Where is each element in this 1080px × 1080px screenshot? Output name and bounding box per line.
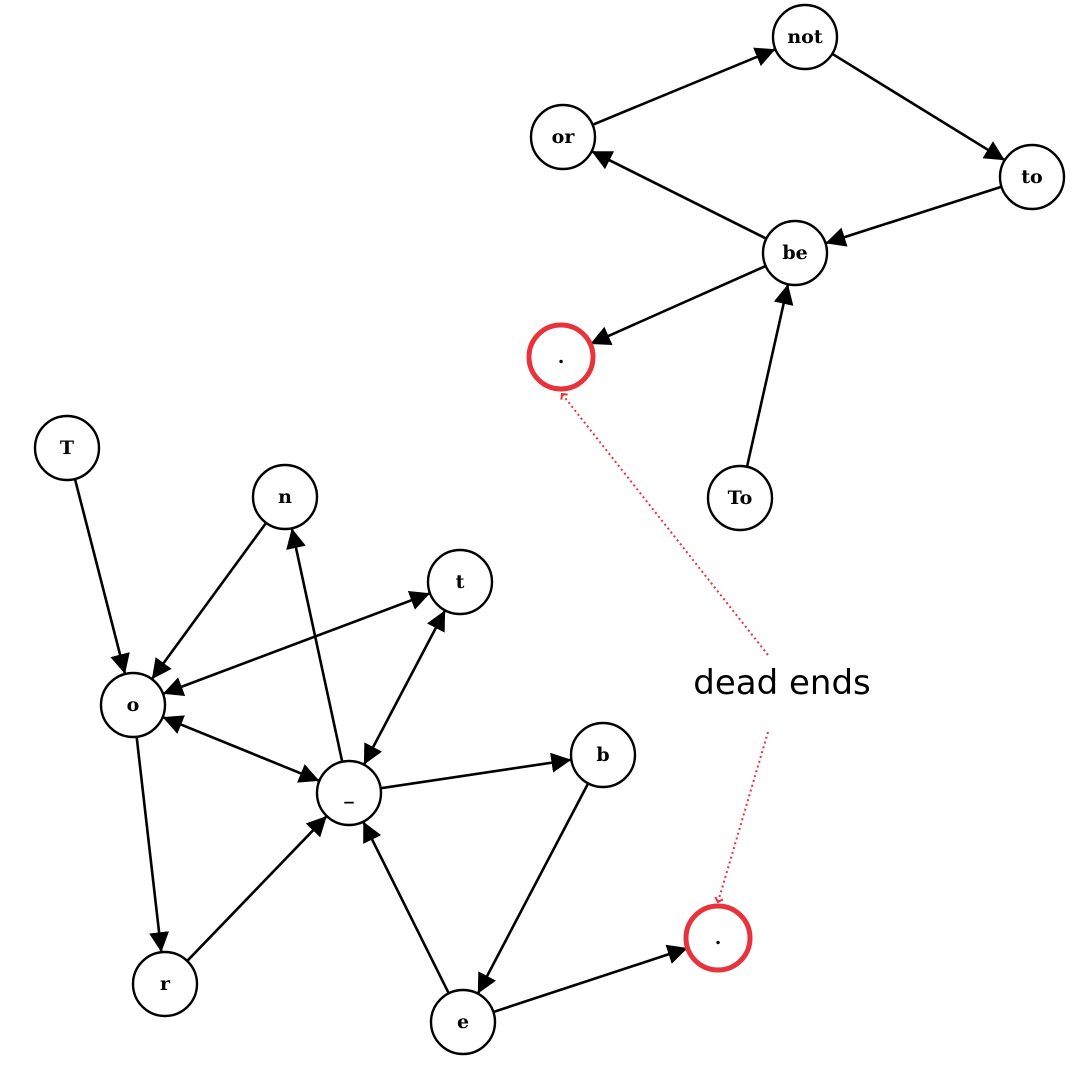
char-node-circle bbox=[251, 463, 319, 531]
char-edge-n-o bbox=[150, 522, 268, 680]
char-edge-sp-b bbox=[380, 752, 572, 790]
char-node-label: T bbox=[60, 437, 74, 459]
char-edge-t-sp bbox=[362, 609, 447, 766]
char-node-n: n bbox=[251, 463, 319, 531]
char-node-circle bbox=[429, 988, 497, 1056]
annotation-line-up bbox=[560, 392, 769, 656]
dead-ends-annotation: dead ends bbox=[560, 392, 871, 904]
word-edge-To-be bbox=[745, 283, 794, 468]
char-node-label: . bbox=[715, 927, 722, 949]
char-node-dot2: . bbox=[683, 903, 753, 973]
word-node-label: or bbox=[552, 126, 576, 148]
char-edge-sp-n bbox=[286, 528, 344, 762]
word-edge-to-be bbox=[825, 185, 1002, 247]
char-node-t: t bbox=[426, 548, 494, 616]
char-edge-T-o bbox=[73, 478, 130, 675]
char-node-label: _ bbox=[344, 782, 354, 804]
word-node-dot: . bbox=[526, 322, 596, 392]
word-node-circle bbox=[771, 3, 839, 71]
word-node-circle bbox=[529, 103, 597, 171]
word-node-to: to bbox=[998, 143, 1066, 211]
word-edge-be-dot bbox=[589, 264, 767, 346]
char-edge-b-e bbox=[476, 782, 590, 995]
char-node-label: o bbox=[127, 694, 140, 716]
word-node-label: to bbox=[1021, 166, 1042, 188]
word-node-label: To bbox=[728, 487, 753, 509]
word-node-circle bbox=[526, 322, 596, 392]
char-node-label: b bbox=[596, 744, 609, 766]
word-node-circle bbox=[706, 464, 774, 532]
char-node-T: T bbox=[33, 414, 101, 482]
char-edge-e-sp bbox=[362, 821, 450, 994]
word-node-circle bbox=[998, 143, 1066, 211]
word-node-circle bbox=[761, 219, 829, 287]
word-edge-or-not bbox=[592, 47, 776, 126]
char-node-circle bbox=[426, 548, 494, 616]
char-node-circle bbox=[99, 671, 167, 739]
char-node-r: r bbox=[131, 950, 199, 1018]
char-node-label: e bbox=[457, 1011, 469, 1033]
char-node-circle bbox=[683, 903, 753, 973]
char-node-label: r bbox=[160, 973, 171, 995]
char-edge-o-sp bbox=[162, 715, 320, 783]
char-node-label: t bbox=[456, 571, 465, 593]
annotation-label: dead ends bbox=[693, 663, 871, 703]
word-node-or: or bbox=[529, 103, 597, 171]
char-edge-e-dot2 bbox=[492, 944, 689, 1014]
char-node-label: n bbox=[278, 486, 292, 508]
char-edge-o-t bbox=[162, 590, 431, 697]
word-node-To: To bbox=[706, 464, 774, 532]
edges-layer bbox=[73, 47, 1006, 1014]
word-node-label: . bbox=[558, 346, 565, 368]
word-node-label: not bbox=[787, 26, 822, 48]
char-node-circle bbox=[33, 414, 101, 482]
char-node-b: b bbox=[569, 721, 637, 789]
char-node-e: e bbox=[429, 988, 497, 1056]
word-node-be: be bbox=[761, 219, 829, 287]
char-node-circle bbox=[131, 950, 199, 1018]
char-node-circle bbox=[569, 721, 637, 789]
word-node-not: not bbox=[771, 3, 839, 71]
char-node-sp: _ bbox=[315, 759, 383, 827]
char-edge-o-r bbox=[135, 736, 170, 953]
word-edge-be-or bbox=[591, 150, 767, 240]
char-edge-r-sp bbox=[186, 815, 328, 962]
word-edge-not-to bbox=[831, 52, 1006, 162]
word-node-label: be bbox=[782, 242, 807, 264]
char-node-circle bbox=[315, 759, 383, 827]
char-node-o: o bbox=[99, 671, 167, 739]
annotation-line-down bbox=[714, 731, 769, 904]
